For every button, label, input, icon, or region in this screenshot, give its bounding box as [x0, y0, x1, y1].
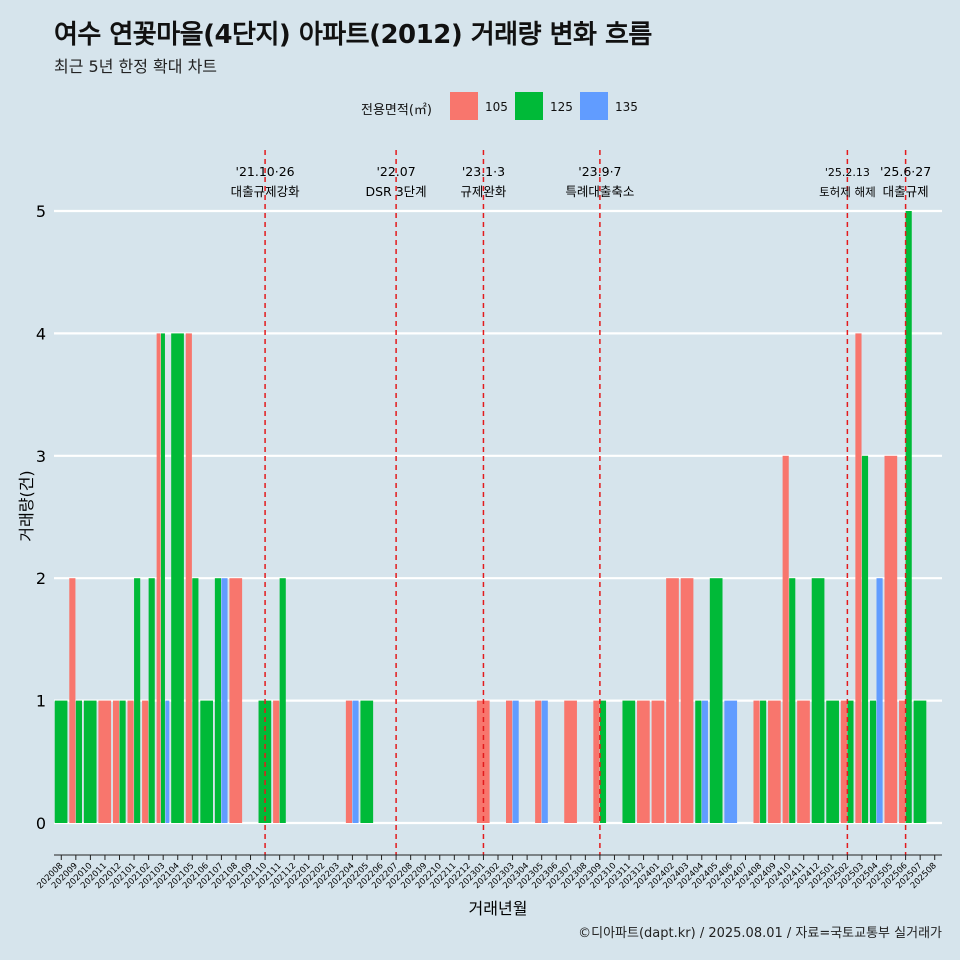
y-tick-label: 5: [36, 202, 46, 221]
annotation-label: 대출규제: [883, 184, 929, 199]
bar-105-202403: [680, 578, 694, 823]
x-axis: 2020082020092020102020112020122021012021…: [35, 854, 942, 891]
bar-125-202503: [861, 455, 869, 823]
bar-125-202412: [811, 578, 825, 823]
bar-105-202307: [564, 700, 577, 823]
annotation-date: '22.07: [376, 164, 415, 179]
bar-135-202303: [512, 700, 519, 823]
annotation-label: 대출규제강화: [231, 184, 301, 199]
bar-105-202103: [156, 333, 161, 823]
bar-125-202102: [148, 578, 155, 823]
bar-125-202506: [905, 211, 912, 823]
x-axis-title: 거래년월: [469, 899, 528, 918]
bar-105-202402: [666, 578, 679, 823]
bar-135-202103: [165, 700, 170, 823]
bar-125-202507: [913, 700, 927, 823]
bar-105-202502: [840, 700, 847, 823]
chart-subtitle: 최근 5년 한정 확대 차트: [54, 57, 218, 76]
annotation-label: 특례대출축소: [565, 184, 634, 199]
y-tick-label: 2: [36, 569, 46, 588]
legend: 전용면적(㎡) 105 125 135: [0, 92, 960, 122]
bar-125-202107: [214, 578, 222, 823]
bar-105-202301: [476, 700, 490, 823]
bar-105-202303: [506, 700, 513, 823]
annotation-label: DSR 3단계: [366, 184, 427, 199]
bar-125-202405: [709, 578, 723, 823]
bar-105-202409: [768, 700, 781, 823]
bar-135-202406: [724, 700, 738, 823]
bar-105-202105: [185, 333, 192, 823]
bar-125-202504: [869, 700, 877, 823]
bar-125-202404: [695, 700, 702, 823]
bar-125-202106: [200, 700, 214, 823]
legend-label-135: 135: [615, 100, 638, 114]
bar-105-202503: [855, 333, 862, 823]
bar-125-202008: [54, 700, 68, 823]
y-tick-label: 1: [36, 692, 46, 711]
bar-125-202110: [258, 700, 272, 823]
annotation-date: '25.2.13: [825, 166, 870, 179]
annotation-date: '25.6·27: [880, 164, 931, 179]
bar-105-202108: [229, 578, 243, 823]
annotation-label: 규제완화: [460, 184, 507, 199]
bar-105-202009: [69, 578, 76, 823]
bar-105-202101: [127, 700, 134, 823]
bar-125-202101: [134, 578, 141, 823]
bar-125-202103: [160, 333, 165, 823]
bar-125-202309: [599, 700, 607, 823]
bar-125-202311: [622, 700, 636, 823]
bar-105-202309: [593, 700, 600, 823]
y-tick-label: 3: [36, 447, 46, 466]
bar-125-202205: [360, 700, 374, 823]
legend-swatch-125: [515, 92, 543, 120]
y-axis: 0 1 2 3 4 5: [36, 202, 46, 833]
bar-135-202504: [876, 578, 883, 823]
bar-105-202012: [112, 700, 120, 823]
bar-105-202102: [142, 700, 149, 823]
bar-135-202204: [352, 700, 359, 823]
bar-125-202012: [119, 700, 126, 823]
legend-swatch-105: [450, 92, 478, 120]
bar-105-202401: [651, 700, 665, 823]
bar-105-202410: [782, 455, 789, 823]
bar-135-202305: [541, 700, 548, 823]
bar-125-202501: [826, 700, 839, 823]
bar-105-202204: [345, 700, 353, 823]
bar-125-202408: [760, 700, 767, 823]
legend-label-105: 105: [485, 100, 508, 114]
chart-title: 여수 연꽃마을(4단지) 아파트(2012) 거래량 변화 흐름: [54, 20, 652, 50]
bar-135-202107: [221, 578, 228, 823]
bar-125-202010: [83, 700, 97, 823]
bars: [54, 211, 927, 823]
bar-105-202305: [535, 700, 542, 823]
bar-135-202404: [701, 700, 708, 823]
y-tick-label: 4: [36, 324, 46, 343]
bar-105-202411: [797, 700, 810, 823]
bar-125-202009: [75, 700, 82, 823]
annotation-lines: '21.10·26 대출규제강화 '22.07 DSR 3단계 '23.1·3 규제완화 '…: [231, 150, 931, 855]
legend-swatch-135: [580, 92, 608, 120]
bar-125-202105: [192, 578, 199, 823]
source-caption: ©디아파트(dapt.kr) / 2025.08.01 / 자료=국토교통부 실…: [578, 926, 942, 941]
bar-105-202506: [899, 700, 906, 823]
y-tick-label: 0: [36, 814, 46, 833]
bar-125-202502: [847, 700, 854, 823]
legend-title: 전용면적(㎡): [361, 103, 432, 118]
legend-label-125: 125: [550, 100, 573, 114]
y-axis-title: 거래량(건): [17, 470, 36, 541]
annotation-date: '23.9·7: [578, 164, 621, 179]
annotation-label: 토허제 해제: [819, 185, 876, 199]
bar-105-202111: [273, 700, 280, 823]
bar-105-202011: [98, 700, 112, 823]
annotation-date: '21.10·26: [236, 164, 295, 179]
bar-125-202104: [171, 333, 184, 823]
bar-125-202111: [279, 578, 286, 823]
annotation-date: '23.1·3: [462, 164, 505, 179]
bar-125-202410: [789, 578, 796, 823]
bar-105-202312: [637, 700, 650, 823]
bar-105-202505: [884, 455, 898, 823]
bar-105-202408: [753, 700, 760, 823]
